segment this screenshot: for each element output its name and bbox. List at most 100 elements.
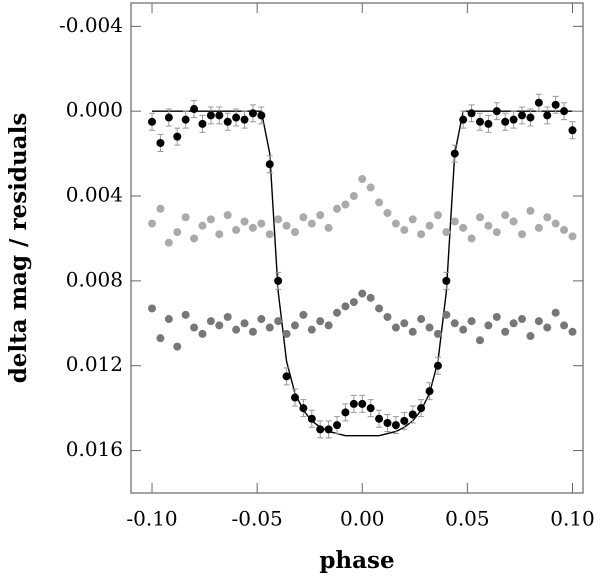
data-point <box>383 419 392 427</box>
x-axis-label: phase <box>319 547 394 574</box>
data-point <box>164 238 173 247</box>
data-point <box>534 317 543 326</box>
data-point <box>484 119 493 128</box>
data-point <box>526 206 535 215</box>
model-line <box>152 110 573 437</box>
data-point <box>518 111 527 120</box>
data-point <box>433 329 442 338</box>
data-point <box>240 115 249 124</box>
data-point <box>543 213 552 222</box>
data-point <box>307 325 316 334</box>
data-point <box>215 321 224 330</box>
data-point <box>299 310 308 319</box>
data-point <box>198 329 207 338</box>
y-tick-label: 0.012 <box>66 352 123 376</box>
data-point <box>526 113 535 122</box>
data-point <box>223 117 232 126</box>
data-point <box>341 302 350 311</box>
data-point <box>391 323 400 332</box>
data-point <box>518 230 527 239</box>
data-point <box>299 213 308 222</box>
data-point <box>484 321 493 330</box>
data-point <box>425 323 434 332</box>
data-point <box>543 323 552 332</box>
data-point <box>274 215 283 224</box>
data-point <box>358 289 367 298</box>
data-point <box>492 107 501 116</box>
data-point <box>290 321 299 330</box>
data-point <box>408 327 417 336</box>
data-point <box>232 113 241 122</box>
plot-frame <box>130 2 584 494</box>
data-point <box>148 219 157 228</box>
data-point <box>223 312 232 321</box>
data-point <box>400 416 409 425</box>
data-point <box>198 221 207 230</box>
data-point <box>400 225 409 234</box>
data-point <box>475 336 484 345</box>
data-point <box>316 211 325 220</box>
data-point <box>383 312 392 321</box>
data-point <box>148 117 157 126</box>
data-point <box>467 317 476 326</box>
data-point <box>257 315 266 324</box>
data-point <box>223 211 232 220</box>
data-point <box>324 223 333 232</box>
data-point <box>391 219 400 228</box>
data-point <box>156 139 165 147</box>
data-point <box>299 404 308 413</box>
data-point <box>534 98 543 107</box>
y-tick-label: -0.004 <box>59 13 123 37</box>
data-point <box>425 387 434 396</box>
data-point <box>417 404 426 413</box>
data-point <box>206 317 215 326</box>
data-point <box>248 327 257 336</box>
data-point <box>274 276 283 285</box>
data-point <box>518 315 527 324</box>
data-point <box>568 232 577 241</box>
data-point <box>400 319 409 328</box>
data-point <box>215 230 224 239</box>
data-point <box>526 332 535 341</box>
data-point <box>501 117 510 126</box>
data-point <box>442 310 451 319</box>
data-point <box>408 410 417 419</box>
data-point <box>492 312 501 321</box>
data-point <box>417 315 426 324</box>
data-point <box>433 361 442 370</box>
data-point <box>450 149 459 158</box>
data-point <box>282 329 291 338</box>
data-point <box>190 323 199 332</box>
x-tick-label: 0.10 <box>550 507 595 531</box>
data-point <box>232 225 241 234</box>
data-point <box>240 319 249 328</box>
data-point <box>190 234 199 243</box>
data-point <box>173 132 182 141</box>
data-point <box>442 276 451 285</box>
data-point <box>408 215 417 224</box>
data-point <box>206 111 215 120</box>
data-point <box>190 105 199 114</box>
data-point <box>282 372 291 381</box>
data-point <box>551 308 560 317</box>
y-tick-label: 0.000 <box>66 98 123 122</box>
data-point <box>248 223 257 232</box>
data-point <box>484 221 493 230</box>
data-point <box>450 217 459 226</box>
data-point <box>501 327 510 336</box>
data-point <box>206 215 215 224</box>
data-point <box>240 217 249 226</box>
data-point <box>198 119 207 128</box>
data-point <box>366 404 375 413</box>
data-point <box>156 334 165 343</box>
data-point <box>265 323 274 332</box>
data-point <box>173 228 182 237</box>
data-point <box>433 211 442 220</box>
data-point <box>492 228 501 237</box>
data-point <box>265 230 274 239</box>
data-point <box>509 115 518 124</box>
data-point <box>215 111 224 120</box>
data-point <box>366 183 375 192</box>
data-point <box>349 298 358 307</box>
data-point <box>560 225 569 234</box>
